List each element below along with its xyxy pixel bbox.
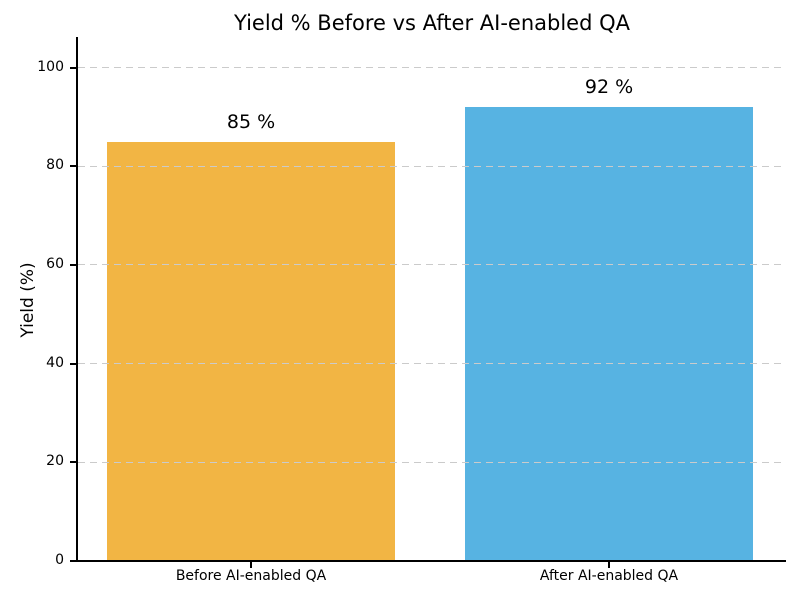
bar-1 <box>465 107 753 561</box>
y-axis-spine <box>76 37 78 562</box>
y-tick-mark-100 <box>70 66 77 69</box>
bar-value-label-1: 92 % <box>584 76 634 99</box>
y-tick-label-40: 40 <box>46 354 64 371</box>
x-tick-label-1: After AI-enabled QA <box>539 568 679 584</box>
gridline-60 <box>78 264 786 266</box>
gridline-80 <box>78 165 786 167</box>
y-tick-mark-40 <box>70 362 77 365</box>
bar-0 <box>107 141 395 561</box>
y-tick-label-0: 0 <box>55 552 64 568</box>
gridline-100 <box>78 67 786 69</box>
y-tick-mark-20 <box>70 461 77 464</box>
y-tick-mark-0 <box>70 560 77 562</box>
y-tick-label-100: 100 <box>37 58 64 75</box>
gridline-40 <box>78 363 786 365</box>
gridline-20 <box>78 461 786 463</box>
x-tick-mark-1 <box>608 562 610 568</box>
x-axis-spine <box>76 560 786 562</box>
x-tick-mark-0 <box>250 562 252 568</box>
y-tick-label-20: 20 <box>46 453 64 470</box>
y-tick-mark-80 <box>70 165 77 168</box>
x-tick-label-0: Before AI-enabled QA <box>175 568 327 584</box>
y-axis-title: Yield (%) <box>18 262 38 338</box>
y-tick-label-80: 80 <box>46 157 64 174</box>
chart-title: Yield % Before vs After AI-enabled QA <box>233 11 630 35</box>
y-tick-label-60: 60 <box>46 255 64 272</box>
bar-value-label-0: 85 % <box>226 110 276 133</box>
y-tick-mark-60 <box>70 263 77 266</box>
